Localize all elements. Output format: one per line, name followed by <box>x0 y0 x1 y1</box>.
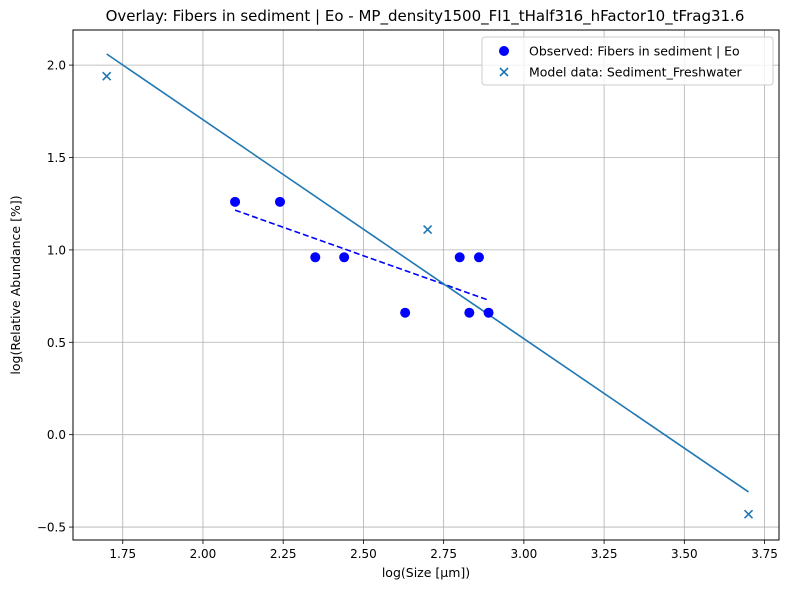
x-tick-label: 2.25 <box>270 547 297 561</box>
y-tick-label: 0.0 <box>47 428 66 442</box>
model-point <box>102 71 112 81</box>
observed-point <box>483 307 494 318</box>
legend-observed-label: Observed: Fibers in sediment | Eo <box>529 44 740 59</box>
observed-point <box>339 252 350 263</box>
x-tick-label: 2.75 <box>430 547 457 561</box>
plot-frame <box>72 29 780 541</box>
y-tick-label: 1.0 <box>47 243 66 257</box>
legend-observed-marker <box>499 46 509 56</box>
y-tick-label: 2.0 <box>47 59 66 73</box>
x-tick-label: 2.00 <box>190 547 217 561</box>
x-tick-label: 3.25 <box>591 547 618 561</box>
legend-model-label: Model data: Sediment_Freshwater <box>529 65 743 80</box>
grid <box>73 30 779 540</box>
x-tick-label: 3.75 <box>751 547 778 561</box>
chart-title: Overlay: Fibers in sediment | Eo - MP_de… <box>106 7 745 26</box>
observed-point <box>274 196 285 207</box>
observed-point <box>310 252 321 263</box>
observed-point <box>454 252 465 263</box>
data-points <box>102 71 754 519</box>
x-tick-label: 2.50 <box>350 547 377 561</box>
y-tick-label: −0.5 <box>37 521 66 535</box>
observed-fit-line <box>234 209 489 301</box>
observed-point <box>230 196 241 207</box>
legend: Observed: Fibers in sediment | Eo Model d… <box>481 36 774 86</box>
legend-box <box>481 36 774 86</box>
model-point <box>743 509 754 519</box>
x-tick-label: 3.50 <box>671 547 698 561</box>
model-fit-line <box>106 53 749 493</box>
x-axis-label: log(Size [μm]) <box>382 565 470 580</box>
axis-ticks: 1.75 2.00 2.25 2.50 2.75 3.00 3.25 3.50 3.75 −0.5… <box>37 59 778 561</box>
x-tick-label: 1.75 <box>109 547 136 561</box>
y-axis-label: log(Relative Abundance [%]) <box>8 195 23 374</box>
observed-point <box>400 307 411 318</box>
model-point <box>423 224 433 235</box>
legend-model-marker <box>499 67 509 77</box>
fit-lines <box>106 53 749 493</box>
observed-point <box>464 307 475 318</box>
x-tick-label: 3.00 <box>511 547 538 561</box>
y-tick-label: 0.5 <box>47 336 66 350</box>
observed-point <box>473 252 484 263</box>
y-tick-label: 1.5 <box>47 151 66 165</box>
